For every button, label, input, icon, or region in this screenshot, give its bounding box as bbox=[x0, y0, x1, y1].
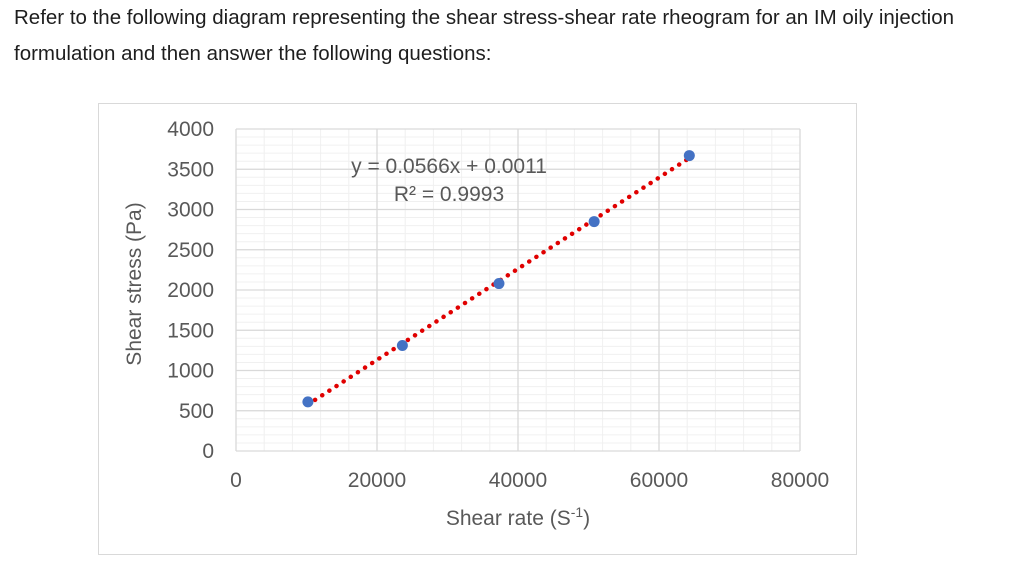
y-tick-label: 0 bbox=[202, 440, 214, 463]
x-tick-label: 40000 bbox=[489, 469, 547, 492]
x-axis-title-close: ) bbox=[583, 507, 590, 530]
data-point bbox=[588, 216, 600, 228]
major-grid bbox=[235, 128, 801, 452]
y-tick-label: 4000 bbox=[167, 118, 214, 141]
y-tick-label: 2500 bbox=[167, 239, 214, 262]
x-tick-label: 0 bbox=[230, 469, 242, 492]
trendline-r-squared: R² = 0.9993 bbox=[394, 183, 504, 206]
x-axis-title-main: Shear rate (S bbox=[446, 507, 571, 530]
data-point bbox=[493, 278, 505, 290]
y-tick-label: 1000 bbox=[167, 360, 214, 383]
y-tick-labels: 0 500 1000 1500 2000 2500 3000 3500 4000 bbox=[167, 118, 214, 463]
y-tick-label: 500 bbox=[179, 400, 214, 423]
chart-frame bbox=[98, 103, 857, 555]
y-tick-label: 3000 bbox=[167, 199, 214, 222]
x-axis-title: Shear rate (S-1) bbox=[446, 504, 590, 530]
data-point bbox=[396, 340, 408, 352]
data-points bbox=[302, 150, 695, 408]
x-tick-label: 60000 bbox=[630, 469, 688, 492]
data-point bbox=[683, 150, 695, 162]
x-tick-label: 20000 bbox=[348, 469, 406, 492]
question-text: Refer to the following diagram represent… bbox=[14, 6, 955, 65]
x-axis-title-superscript: -1 bbox=[571, 504, 584, 520]
y-tick-label: 3500 bbox=[167, 158, 214, 181]
x-tick-label: 80000 bbox=[771, 469, 829, 492]
trendline-path bbox=[305, 155, 692, 407]
x-tick-labels: 0 20000 40000 60000 80000 bbox=[230, 469, 829, 492]
data-point bbox=[302, 396, 314, 408]
y-axis-title: Shear stress (Pa) bbox=[123, 202, 146, 365]
trendline bbox=[305, 155, 692, 407]
y-tick-label: 1500 bbox=[167, 319, 214, 342]
y-tick-label: 2000 bbox=[167, 279, 214, 302]
trendline-equation: y = 0.0566x + 0.0011 bbox=[351, 155, 547, 178]
